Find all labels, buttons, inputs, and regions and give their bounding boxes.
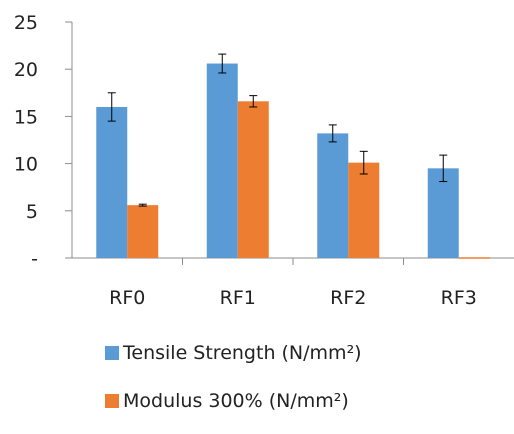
legend-swatch-modulus [105,394,119,408]
x-tick-label: RF2 [330,287,366,309]
y-tick-label: 10 [14,154,38,176]
bar-tensile [317,133,349,258]
chart-bars [96,53,490,259]
bar-tensile [96,106,128,259]
x-tick-label: RF0 [109,287,145,309]
y-tick-label: 20 [14,59,38,81]
legend-swatch-tensile [105,346,119,360]
bar-tensile [206,63,238,259]
y-tick-label: 25 [14,12,38,34]
legend-label-tensile: Tensile Strength (N/mm²) [123,342,362,364]
legend-label-modulus: Modulus 300% (N/mm²) [123,390,349,412]
bar-modulus [348,162,380,258]
bar-modulus [127,205,159,258]
bar-chart: - 5 10 15 20 25 RF0 RF1 RF2 RF3 [14,12,514,309]
bar-modulus [237,101,269,259]
bar-tensile [427,168,459,258]
legend-item-modulus: Modulus 300% (N/mm²) [105,386,362,416]
y-tick-label: 15 [14,106,38,128]
y-tick-label: - [31,248,38,270]
chart-legend: Tensile Strength (N/mm²) Modulus 300% (N… [105,338,362,434]
x-tick-label: RF1 [220,287,256,309]
chart-axes: - 5 10 15 20 25 RF0 RF1 RF2 RF3 [14,12,514,309]
x-tick-label: RF3 [441,287,477,309]
y-tick-label: 5 [26,201,38,223]
legend-item-tensile: Tensile Strength (N/mm²) [105,338,362,368]
